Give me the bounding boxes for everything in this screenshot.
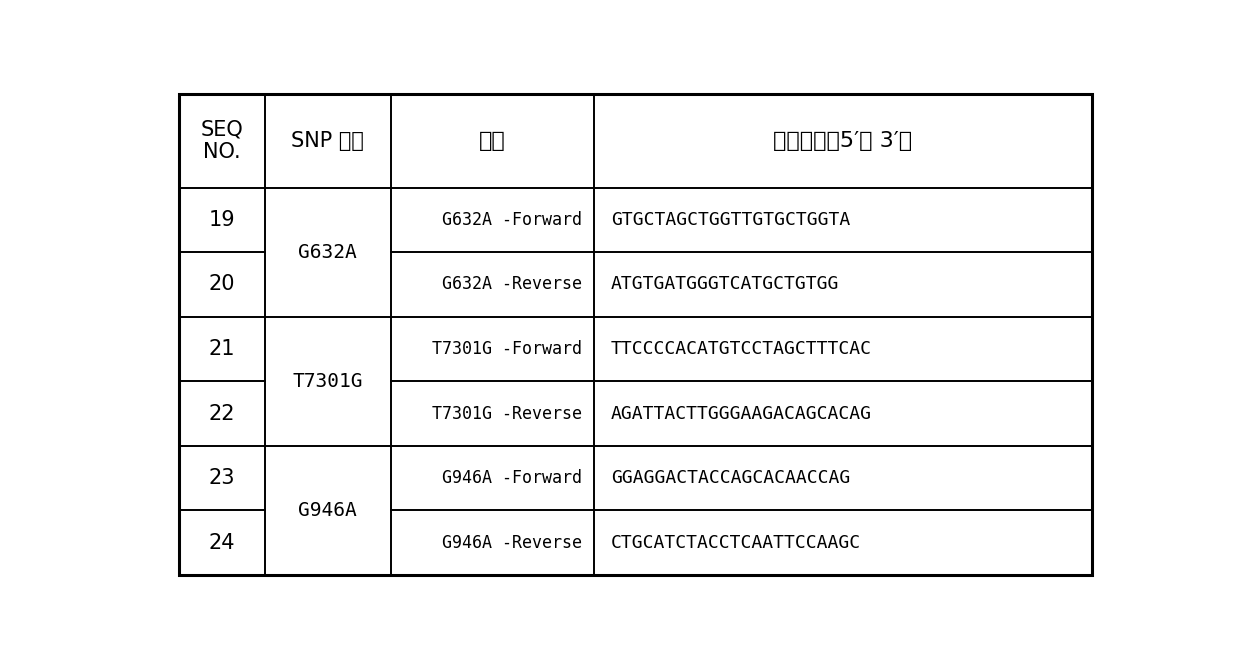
Text: GTGCTAGCTGGTTGTGCTGGTA: GTGCTAGCTGGTTGTGCTGGTA — [611, 211, 851, 229]
Bar — [265, 250, 389, 255]
Text: ATGTGATGGGTCATGCTGTGG: ATGTGATGGGTCATGCTGTGG — [611, 275, 839, 293]
Text: G946A: G946A — [299, 501, 357, 520]
Text: TTCCCCACATGTCCTAGCTTTCAC: TTCCCCACATGTCCTAGCTTTCAC — [611, 340, 872, 358]
Text: 扩增引物（5′－ 3′）: 扩增引物（5′－ 3′） — [774, 130, 913, 151]
Text: 23: 23 — [208, 468, 236, 488]
Text: CTGCATCTACCTCAATTCCAAGC: CTGCATCTACCTCAATTCCAAGC — [611, 534, 861, 551]
Text: 21: 21 — [208, 339, 236, 359]
Text: 19: 19 — [208, 210, 236, 230]
Text: T7301G -Reverse: T7301G -Reverse — [432, 404, 582, 422]
Text: G632A -Forward: G632A -Forward — [441, 211, 582, 229]
Text: G632A -Reverse: G632A -Reverse — [441, 275, 582, 293]
Text: GGAGGACTACCAGCACAACCAG: GGAGGACTACCAGCACAACCAG — [611, 469, 851, 487]
Text: 22: 22 — [208, 404, 236, 424]
Text: 20: 20 — [208, 274, 236, 295]
Text: SEQ
NO.: SEQ NO. — [201, 119, 243, 162]
Text: 24: 24 — [208, 533, 236, 553]
Text: G946A -Forward: G946A -Forward — [441, 469, 582, 487]
Text: T7301G: T7301G — [293, 372, 363, 391]
Text: SNP 位点: SNP 位点 — [291, 130, 365, 151]
Text: G946A -Reverse: G946A -Reverse — [441, 534, 582, 551]
Bar — [265, 379, 389, 384]
Text: T7301G -Forward: T7301G -Forward — [432, 340, 582, 358]
Text: 类型: 类型 — [479, 130, 506, 151]
Text: G632A: G632A — [299, 242, 357, 261]
Bar — [265, 508, 389, 513]
Text: AGATTACTTGGGAAGACAGCACAG: AGATTACTTGGGAAGACAGCACAG — [611, 404, 872, 422]
